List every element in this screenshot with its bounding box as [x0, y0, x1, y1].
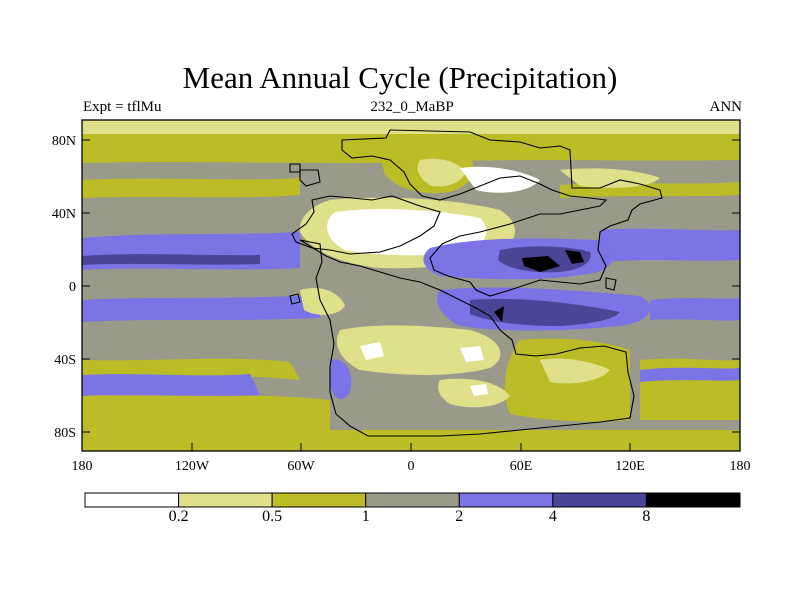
period-label: 232_0_MaBP — [370, 99, 454, 115]
colorbar-level-label: 2 — [455, 508, 464, 525]
x-tick-label: 60W — [287, 459, 315, 474]
contour-field — [82, 120, 740, 451]
experiment-label: Expt = tflMu — [83, 99, 162, 115]
colorbar-box — [645, 492, 741, 508]
colorbar-level-label: 8 — [642, 508, 651, 525]
x-tick-label: 120W — [175, 459, 210, 474]
colorbar-box — [271, 492, 367, 508]
colorbar-level-label: 0.2 — [168, 508, 189, 525]
colorbar-box — [178, 492, 273, 508]
colorbar-level-label: 0.5 — [262, 508, 283, 525]
colorbar — [84, 492, 741, 508]
x-tick-label: 120E — [615, 459, 645, 474]
continent-outline — [289, 129, 663, 437]
x-tick-label: 180 — [72, 459, 93, 474]
x-tick-label: 60E — [510, 459, 533, 474]
colorbar-box — [365, 492, 460, 508]
x-tick-label: 0 — [408, 459, 415, 474]
colorbar-level-label: 1 — [361, 508, 370, 525]
plot-title: Mean Annual Cycle (Precipitation) — [182, 60, 618, 95]
x-tick-label: 180 — [730, 459, 751, 474]
colorbar-box — [458, 492, 554, 508]
y-tick-label: 40N — [52, 207, 76, 222]
colorbar-box — [84, 492, 180, 508]
y-tick-label: 80S — [54, 426, 76, 441]
season-label: ANN — [709, 99, 743, 115]
y-tick-label: 80N — [52, 134, 76, 149]
axis-ticks — [81, 139, 741, 451]
y-tick-label: 40S — [54, 353, 76, 368]
colorbar-level-label: 4 — [548, 508, 557, 525]
y-tick-label: 0 — [69, 280, 76, 295]
colorbar-box — [552, 492, 647, 508]
